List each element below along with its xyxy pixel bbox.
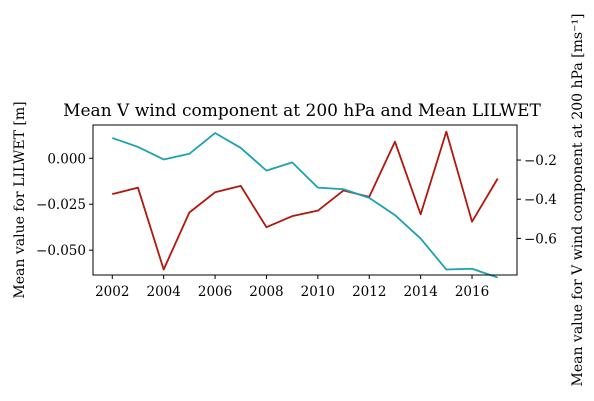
chart-title: Mean V wind component at 200 hPa and Mea… <box>63 101 541 121</box>
x-tick-label-2014: 2014 <box>403 284 437 300</box>
left-tick-label-0: −0.050 <box>36 243 86 259</box>
right-tick-label-0: −0.6 <box>524 231 557 247</box>
right-axis-label: Mean value for V wind component at 200 h… <box>570 13 586 386</box>
x-tick-label-2010: 2010 <box>301 284 335 300</box>
left-tick-label-1: −0.025 <box>36 197 86 213</box>
series-line-left <box>112 130 499 271</box>
right-tick-label-2: −0.2 <box>524 153 557 169</box>
x-tick-label-2012: 2012 <box>352 284 386 300</box>
x-tick-label-2008: 2008 <box>249 284 283 300</box>
plot-area: 2002 2004 2006 2008 2010 2012 2014 2016 −0.050 −0… <box>36 124 557 300</box>
x-tick-label-2004: 2004 <box>146 284 180 300</box>
series-line-right <box>111 132 499 279</box>
x-tick-label-2002: 2002 <box>95 284 129 300</box>
x-tick-label-2016: 2016 <box>455 284 489 300</box>
left-tick-label-2: 0.000 <box>47 151 86 167</box>
right-tick-label-1: −0.4 <box>524 192 557 208</box>
left-axis-label: Mean value for LILWET [m] <box>12 101 28 298</box>
plot-frame <box>92 124 518 276</box>
x-tick-label-2006: 2006 <box>198 284 232 300</box>
